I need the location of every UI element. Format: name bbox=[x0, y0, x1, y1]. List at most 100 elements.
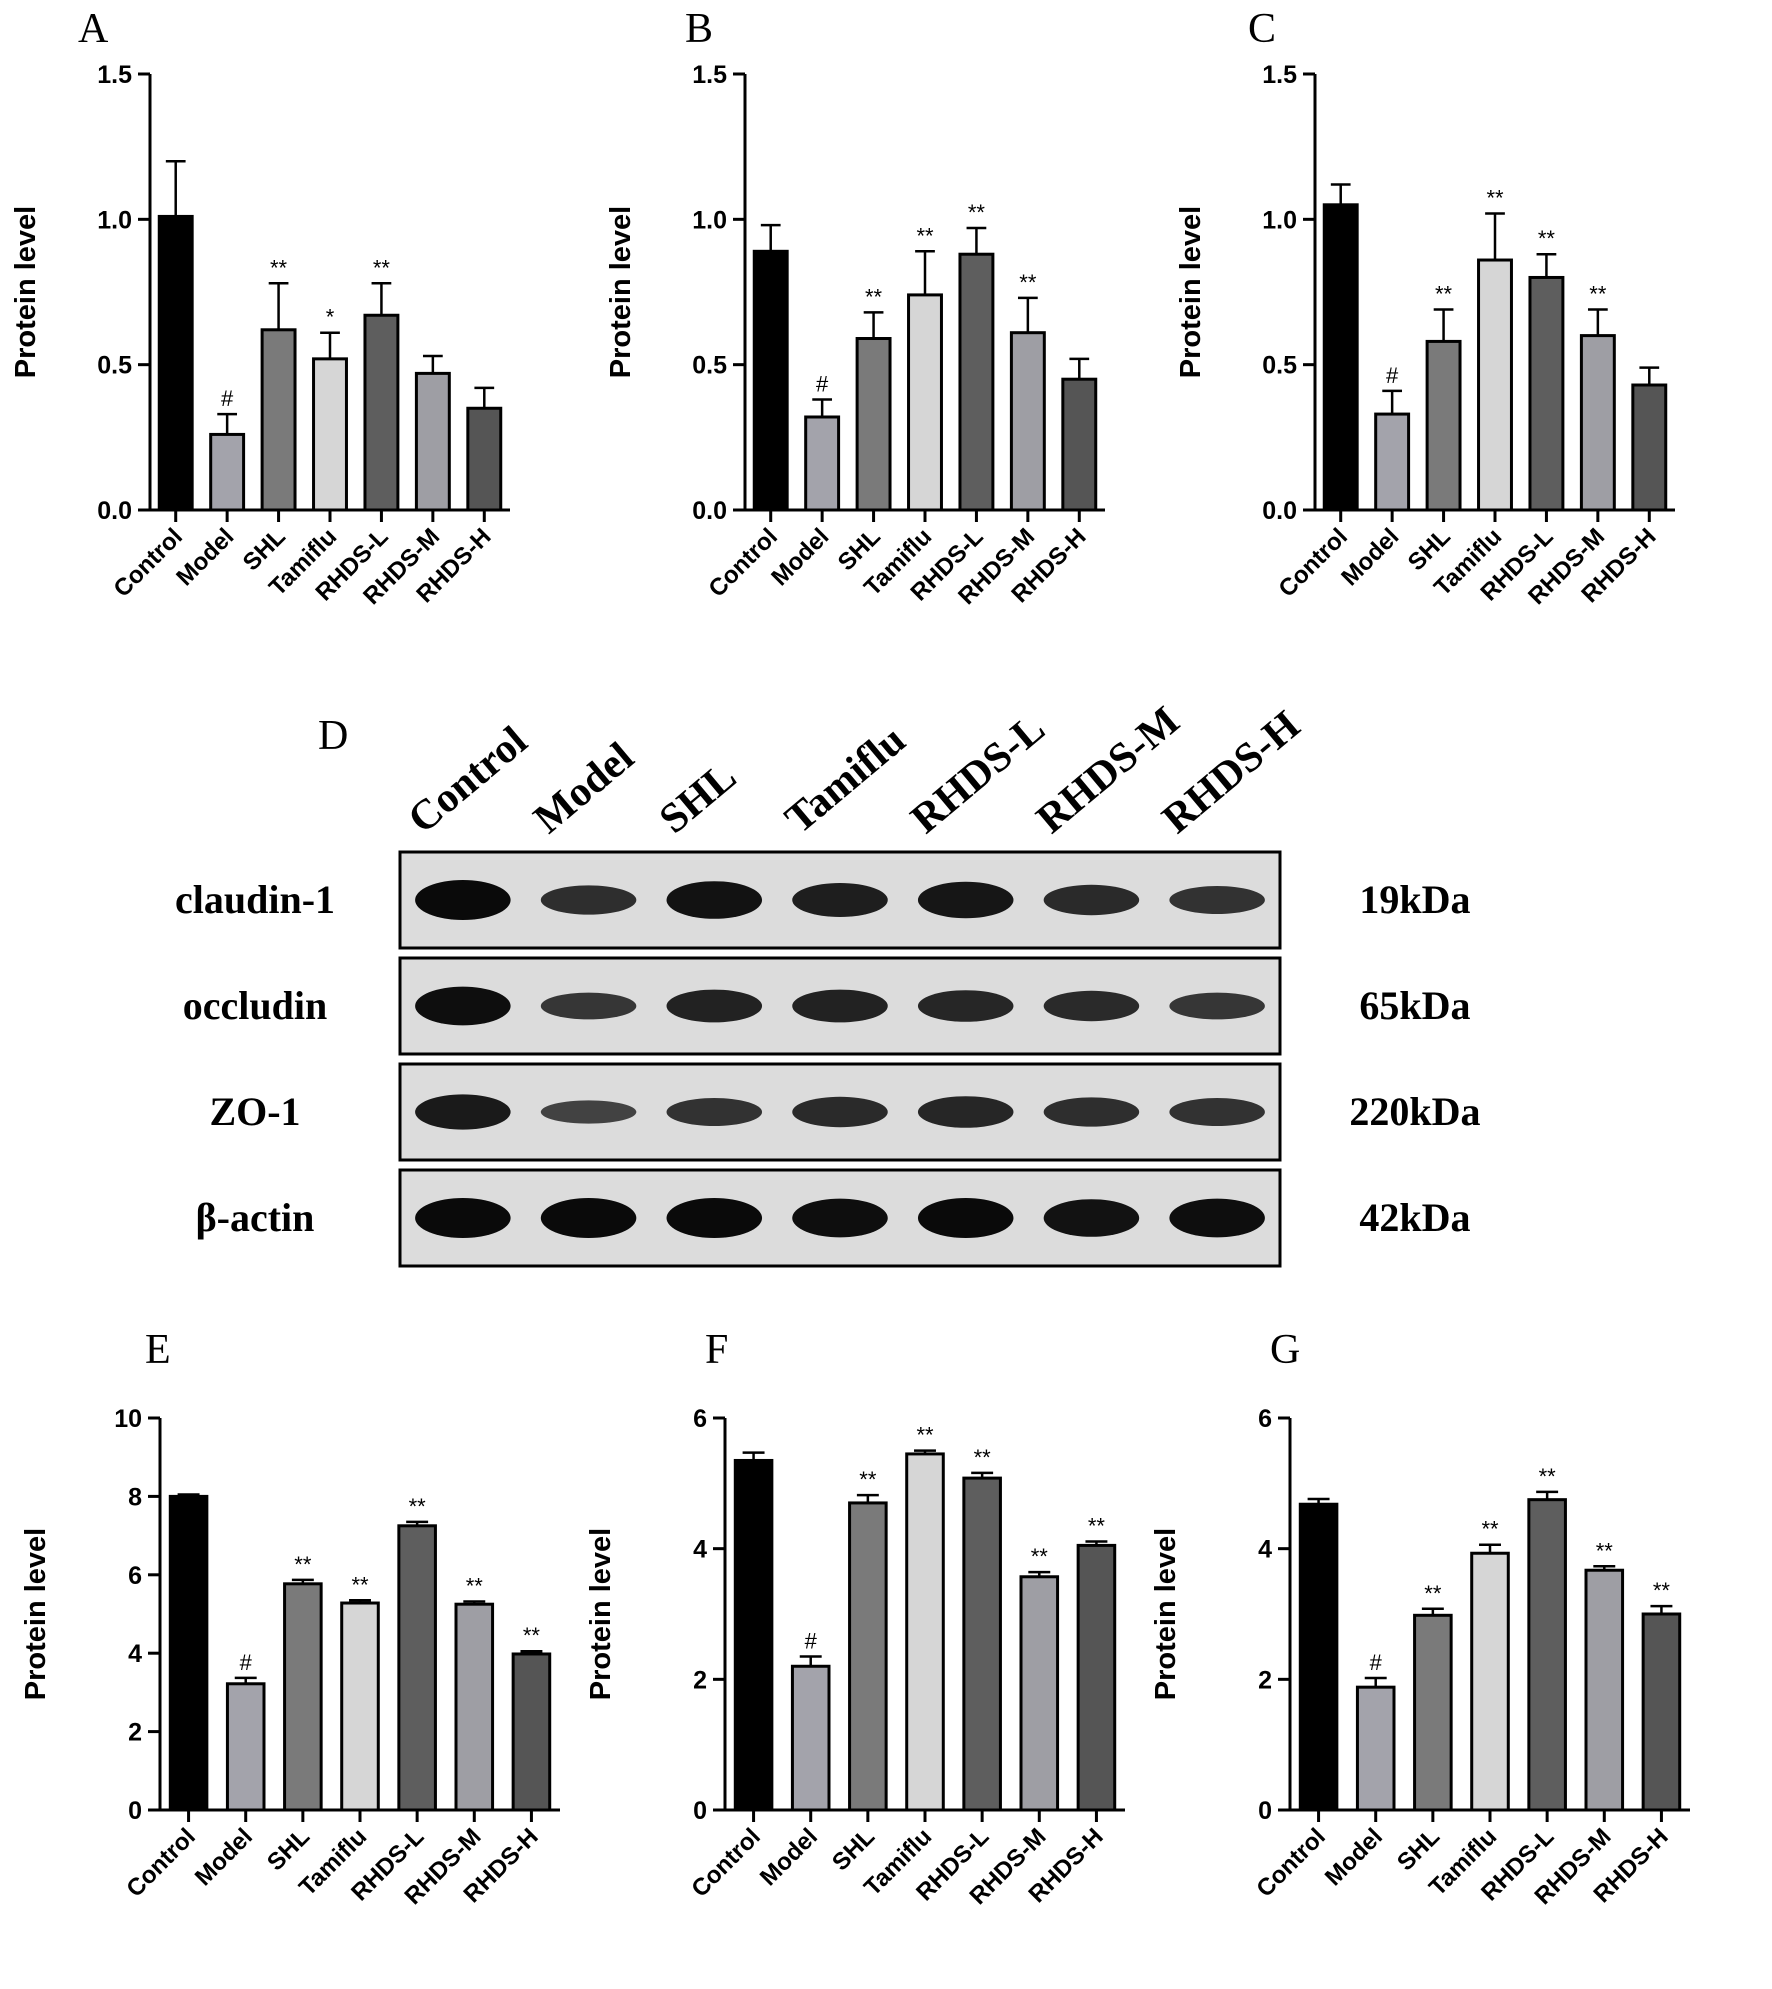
y-tick-label: 0.5 bbox=[692, 352, 727, 380]
bar-SHL bbox=[855, 337, 892, 512]
significance-marker: ** bbox=[1486, 186, 1504, 211]
blot-row: occludin 65kDa bbox=[183, 956, 1471, 1056]
y-tick-label: 6 bbox=[1258, 1405, 1272, 1433]
bar-SHL bbox=[283, 1582, 323, 1812]
blot-band bbox=[666, 1098, 763, 1126]
significance-marker: ** bbox=[373, 255, 391, 280]
significance-marker: ** bbox=[270, 255, 288, 280]
bar-SHL bbox=[1425, 339, 1462, 512]
category-label: Control bbox=[704, 523, 783, 602]
bar-RHDS-L bbox=[397, 1524, 437, 1812]
blot-band bbox=[666, 989, 763, 1023]
category-label: Model bbox=[1320, 1823, 1388, 1891]
chart-C: C 0.0 0.5 1.0 1.5 Protein level Control # Model *… bbox=[1175, 6, 1675, 610]
bar-RHDS-M bbox=[454, 1602, 495, 1812]
significance-marker: ** bbox=[1589, 281, 1607, 306]
blot-row: ZO-1 220kDa bbox=[209, 1062, 1481, 1162]
bar-Model bbox=[225, 1682, 266, 1812]
significance-marker: ** bbox=[466, 1573, 484, 1598]
significance-marker: ** bbox=[1019, 270, 1037, 295]
significance-marker: ** bbox=[916, 1423, 934, 1448]
category-label: Control bbox=[686, 1823, 765, 1902]
significance-marker: ** bbox=[1538, 226, 1556, 251]
y-tick-label: 1.5 bbox=[1262, 61, 1297, 89]
blot-lane-label: Tamiflu bbox=[777, 717, 914, 843]
y-tick-label: 2 bbox=[693, 1666, 707, 1694]
bar-RHDS-H bbox=[1076, 1543, 1117, 1812]
significance-marker: ** bbox=[1424, 1581, 1442, 1606]
bar-Model bbox=[790, 1664, 831, 1812]
blot-band bbox=[415, 1094, 511, 1130]
category-label: Model bbox=[190, 1823, 258, 1891]
y-tick-label: 0.5 bbox=[97, 352, 132, 380]
y-tick-label: 2 bbox=[1258, 1666, 1272, 1694]
y-tick-label: 6 bbox=[693, 1405, 707, 1433]
y-axis-label: Protein level bbox=[1175, 206, 1207, 378]
blot-band bbox=[540, 1100, 637, 1124]
panel-letter: E bbox=[145, 1327, 171, 1373]
y-tick-label: 0.0 bbox=[692, 497, 727, 525]
significance-marker: ** bbox=[1596, 1538, 1614, 1563]
bar-RHDS-L bbox=[363, 313, 400, 512]
bar-Control bbox=[733, 1458, 774, 1812]
blot-band bbox=[1043, 990, 1140, 1022]
panel-letter: A bbox=[78, 6, 109, 52]
bar-RHDS-M bbox=[1579, 334, 1616, 512]
blot-band bbox=[1169, 1098, 1265, 1126]
significance-marker: * bbox=[326, 305, 335, 330]
y-tick-label: 1.5 bbox=[692, 61, 727, 89]
bar-RHDS-L bbox=[1528, 275, 1565, 512]
bar-Tamiflu bbox=[1477, 258, 1513, 512]
chart-A: A 0.0 0.5 1.0 1.5 Protein level Control # Model *… bbox=[10, 6, 510, 610]
blot-band bbox=[415, 986, 511, 1026]
y-axis-label: Protein level bbox=[585, 1528, 617, 1700]
bar-Model bbox=[804, 415, 841, 512]
significance-marker: ** bbox=[865, 284, 883, 309]
bar-SHL bbox=[1413, 1613, 1453, 1812]
bar-RHDS-L bbox=[962, 1476, 1002, 1812]
y-tick-label: 0.5 bbox=[1262, 352, 1297, 380]
bar-RHDS-M bbox=[1009, 331, 1046, 512]
y-tick-label: 4 bbox=[128, 1640, 142, 1668]
blot-band bbox=[792, 883, 888, 917]
significance-marker: ** bbox=[1435, 281, 1453, 306]
blot-band bbox=[415, 1198, 511, 1238]
bar-RHDS-H bbox=[466, 406, 503, 512]
significance-marker: ** bbox=[409, 1494, 427, 1519]
bar-Control bbox=[1298, 1502, 1339, 1812]
significance-marker: ** bbox=[523, 1623, 541, 1648]
significance-marker: ** bbox=[1653, 1578, 1671, 1603]
blot-band bbox=[666, 1198, 763, 1238]
bar-RHDS-H bbox=[1061, 377, 1098, 512]
category-label: Control bbox=[121, 1823, 200, 1902]
y-tick-label: 1.0 bbox=[97, 206, 132, 234]
bar-Model bbox=[1355, 1685, 1396, 1812]
bar-RHDS-M bbox=[1019, 1575, 1060, 1812]
y-tick-label: 1.0 bbox=[692, 206, 727, 234]
blot-band bbox=[1043, 884, 1140, 916]
category-label: Control bbox=[1251, 1823, 1330, 1902]
blot-row: β-actin 42kDa bbox=[196, 1168, 1471, 1268]
blot-kda-label: 19kDa bbox=[1359, 877, 1470, 922]
bar-Control bbox=[752, 249, 789, 512]
blot-lane-label: Control bbox=[400, 718, 536, 843]
significance-marker: # bbox=[816, 372, 829, 397]
bar-SHL bbox=[260, 328, 297, 512]
significance-marker: ** bbox=[1031, 1544, 1049, 1569]
bar-RHDS-L bbox=[958, 252, 995, 512]
significance-marker: ** bbox=[1088, 1513, 1106, 1538]
y-tick-label: 0.0 bbox=[1262, 497, 1297, 525]
blot-protein-label: occludin bbox=[183, 983, 327, 1028]
blot-band bbox=[1169, 886, 1265, 914]
bar-RHDS-L bbox=[1527, 1498, 1567, 1812]
significance-marker: ** bbox=[968, 200, 986, 225]
blot-band bbox=[540, 992, 637, 1020]
significance-marker: # bbox=[1386, 363, 1399, 388]
y-tick-label: 2 bbox=[128, 1719, 142, 1747]
panel-letter: F bbox=[705, 1327, 728, 1373]
blot-band bbox=[1043, 1097, 1140, 1127]
bar-Tamiflu bbox=[907, 293, 943, 512]
blot-band bbox=[666, 881, 763, 919]
